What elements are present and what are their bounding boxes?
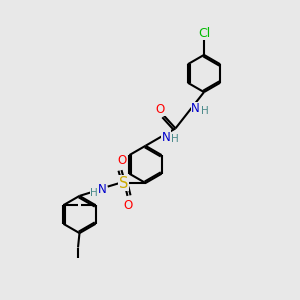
Text: O: O <box>156 103 165 116</box>
Text: H: H <box>171 134 179 145</box>
Text: O: O <box>117 154 126 167</box>
Text: H: H <box>90 188 98 198</box>
Text: Cl: Cl <box>198 27 210 40</box>
Text: H: H <box>201 106 208 116</box>
Text: S: S <box>119 176 129 190</box>
Text: N: N <box>191 102 200 115</box>
Text: O: O <box>123 199 132 212</box>
Text: N: N <box>161 130 170 144</box>
Text: N: N <box>98 183 107 196</box>
